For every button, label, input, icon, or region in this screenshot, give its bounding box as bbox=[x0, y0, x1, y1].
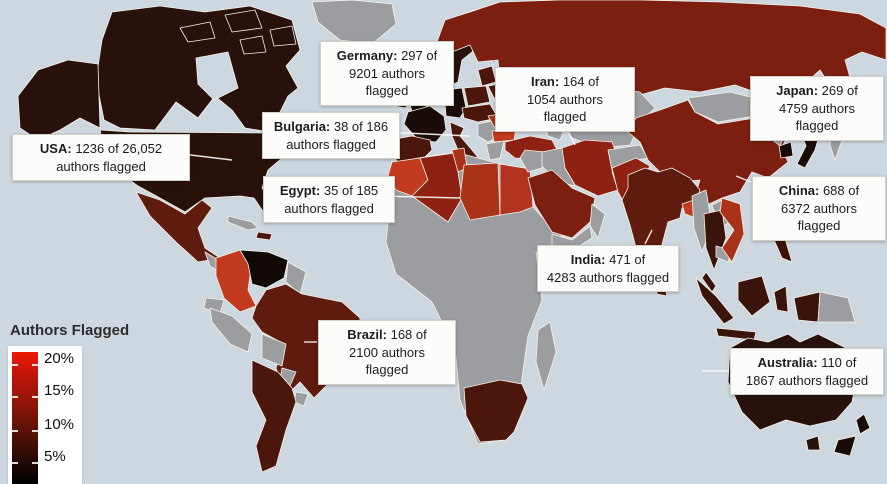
arctic-island bbox=[239, 35, 267, 55]
country-afghanistan bbox=[607, 144, 649, 171]
country-usa-alaska bbox=[17, 59, 101, 141]
callout-usa-stat: 1236 of 26,052 bbox=[71, 141, 163, 156]
country-uruguay bbox=[293, 391, 309, 407]
callout-india: India: 471 of 4283 authors flagged bbox=[537, 245, 679, 293]
callout-egypt-name: Egypt: bbox=[279, 183, 321, 198]
legend-label-15: 15% bbox=[44, 382, 75, 399]
indonesia-sumatra bbox=[695, 277, 735, 325]
legend-gradient-bar bbox=[12, 352, 38, 484]
callout-iran-line2: 1054 authors flagged bbox=[527, 91, 603, 125]
country-venezuela bbox=[239, 249, 289, 289]
leader-india bbox=[644, 229, 653, 245]
callout-egypt-stat: 35 of 185 bbox=[320, 183, 379, 198]
country-thailand bbox=[703, 209, 727, 271]
legend-title: Authors Flagged bbox=[10, 322, 130, 339]
callout-germany: Germany: 297 of 9201 authors flagged bbox=[320, 41, 454, 106]
indonesia-sulawesi bbox=[773, 285, 789, 313]
hudson-bay bbox=[195, 51, 239, 101]
callout-brazil-name: Brazil: bbox=[347, 327, 387, 342]
callout-bulgaria-name: Bulgaria: bbox=[273, 119, 331, 134]
callout-japan-line2: 4759 authors flagged bbox=[779, 100, 855, 134]
country-greenland bbox=[311, 0, 397, 45]
callout-bulgaria-line2: authors flagged bbox=[286, 136, 376, 152]
legend-label-10: 10% bbox=[44, 416, 75, 433]
callout-iran-stat: 164 of bbox=[559, 74, 599, 89]
country-peru bbox=[209, 307, 253, 353]
callout-usa-name: USA: bbox=[39, 141, 72, 156]
callout-brazil-line2: 2100 authors flagged bbox=[349, 344, 425, 378]
legend-tick-20 bbox=[32, 364, 38, 366]
caribbean-island bbox=[255, 231, 273, 241]
callout-brazil: Brazil: 168 of 2100 authors flagged bbox=[318, 320, 456, 385]
callout-iran: Iran: 164 of 1054 authors flagged bbox=[495, 67, 635, 132]
callout-brazil-stat: 168 of bbox=[386, 327, 427, 342]
callout-japan-name: Japan: bbox=[776, 83, 819, 98]
leader-china bbox=[735, 175, 752, 183]
legend-tick-20 bbox=[12, 364, 18, 366]
callout-china: China: 688 of 6372 authors flagged bbox=[752, 176, 886, 241]
callout-china-name: China: bbox=[778, 183, 820, 198]
country-vietnam bbox=[719, 197, 745, 263]
country-china bbox=[627, 99, 791, 207]
callout-japan: Japan: 269 of 4759 authors flagged bbox=[750, 76, 884, 141]
legend-tick-10 bbox=[32, 430, 38, 432]
callout-iran-name: Iran: bbox=[531, 74, 560, 89]
legend-tick-15 bbox=[12, 396, 18, 398]
callout-india-stat: 471 of bbox=[605, 252, 646, 267]
country-oman bbox=[589, 203, 606, 239]
country-cuba bbox=[227, 215, 259, 231]
callout-germany-line2: 9201 authors flagged bbox=[349, 65, 425, 99]
indonesia-borneo bbox=[737, 275, 771, 317]
country-argentina-chile bbox=[251, 359, 297, 473]
country-greece bbox=[485, 140, 505, 161]
legend-tick-5 bbox=[32, 462, 38, 464]
callout-india-name: India: bbox=[570, 252, 606, 267]
callout-china-stat: 688 of bbox=[819, 183, 860, 198]
arctic-island bbox=[269, 25, 297, 47]
country-egypt bbox=[499, 163, 534, 216]
country-mexico bbox=[135, 191, 221, 263]
country-syria-jordan bbox=[519, 149, 546, 173]
baltics bbox=[477, 65, 497, 87]
callout-germany-name: Germany: bbox=[336, 48, 398, 63]
callout-china-line2: 6372 authors flagged bbox=[781, 200, 857, 234]
arctic-island bbox=[224, 9, 263, 33]
tasmania bbox=[805, 435, 821, 451]
africa-no-data bbox=[385, 151, 563, 445]
indonesia-papua bbox=[793, 291, 821, 323]
callout-japan-stat: 269 of bbox=[818, 83, 858, 98]
legend-label-20: 20% bbox=[44, 350, 75, 367]
country-new-zealand bbox=[833, 413, 871, 457]
country-south-africa bbox=[463, 379, 529, 443]
callout-egypt: Egypt: 35 of 185 authors flagged bbox=[263, 176, 395, 224]
callout-germany-stat: 297 of bbox=[397, 48, 438, 63]
callout-australia-name: Australia: bbox=[757, 355, 818, 370]
legend: 20% 15% 10% 5% bbox=[8, 346, 82, 484]
legend-tick-10 bbox=[12, 430, 18, 432]
callout-australia: Australia: 110 of 1867 authors flagged bbox=[730, 348, 884, 396]
callout-australia-line2: 1867 authors flagged bbox=[745, 372, 869, 388]
callout-australia-stat: 110 of bbox=[817, 355, 857, 370]
callout-usa-line2: authors flagged bbox=[56, 158, 146, 174]
callout-bulgaria: Bulgaria: 38 of 186 authors flagged bbox=[262, 112, 400, 160]
legend-tick-5 bbox=[12, 462, 18, 464]
arctic-island bbox=[179, 21, 216, 43]
callout-india-line2: 4283 authors flagged bbox=[546, 269, 670, 285]
callout-bulgaria-stat: 38 of 186 bbox=[330, 119, 389, 134]
country-madagascar bbox=[535, 321, 557, 391]
legend-tick-15 bbox=[32, 396, 38, 398]
callout-usa: USA: 1236 of 26,052 authors flagged bbox=[12, 134, 190, 182]
callout-egypt-line2: authors flagged bbox=[284, 200, 374, 216]
legend-label-5: 5% bbox=[44, 448, 66, 465]
country-papua-new-guinea bbox=[817, 291, 856, 323]
country-poland bbox=[463, 85, 491, 107]
country-libya bbox=[459, 162, 501, 221]
country-south-korea bbox=[778, 141, 794, 159]
country-bolivia bbox=[261, 333, 287, 367]
